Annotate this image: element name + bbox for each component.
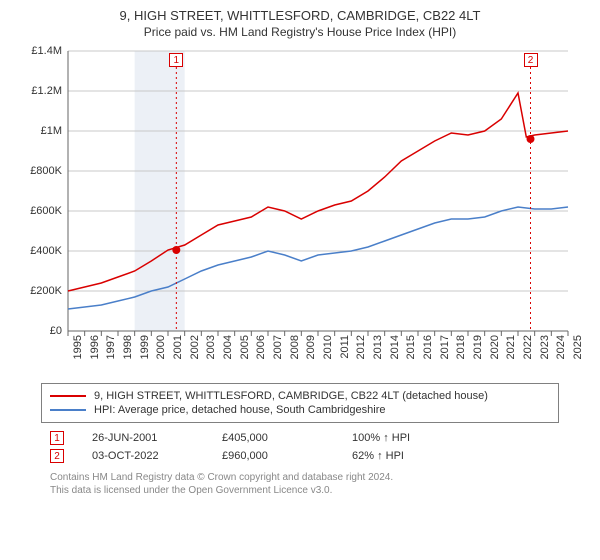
y-tick-label: £800K	[14, 165, 62, 177]
y-tick-label: £600K	[14, 205, 62, 217]
transactions-table: 1 26-JUN-2001£405,000100% ↑ HPI 2 03-OCT-20…	[50, 431, 550, 463]
x-tick-label: 2001	[172, 335, 184, 359]
x-tick-label: 1999	[139, 335, 151, 359]
chart-subtitle: Price paid vs. HM Land Registry's House …	[12, 25, 588, 39]
legend-box: 9, HIGH STREET, WHITTLESFORD, CAMBRIDGE,…	[41, 383, 559, 423]
chart-marker: 1	[169, 53, 183, 67]
legend-label: 9, HIGH STREET, WHITTLESFORD, CAMBRIDGE,…	[94, 390, 488, 402]
y-tick-label: £0	[14, 325, 62, 337]
transaction-row: 1 26-JUN-2001£405,000100% ↑ HPI	[50, 431, 550, 445]
x-tick-label: 2025	[572, 335, 584, 359]
transaction-pct: 62% ↑ HPI	[352, 450, 482, 462]
x-tick-label: 2023	[539, 335, 551, 359]
legend-row: HPI: Average price, detached house, Sout…	[50, 404, 550, 416]
legend-swatch	[50, 409, 86, 411]
x-tick-label: 1998	[122, 335, 134, 359]
license-line-1: Contains HM Land Registry data © Crown c…	[50, 471, 550, 484]
x-tick-label: 2018	[455, 335, 467, 359]
transaction-marker: 1	[50, 431, 64, 445]
transaction-date: 26-JUN-2001	[92, 432, 222, 444]
y-tick-label: £1M	[14, 125, 62, 137]
y-tick-label: £1.4M	[14, 45, 62, 57]
x-tick-label: 2020	[489, 335, 501, 359]
x-tick-label: 1995	[72, 335, 84, 359]
x-tick-label: 2005	[239, 335, 251, 359]
x-tick-label: 2022	[522, 335, 534, 359]
x-tick-label: 2003	[205, 335, 217, 359]
x-tick-label: 2015	[405, 335, 417, 359]
transaction-price: £405,000	[222, 432, 352, 444]
y-tick-label: £200K	[14, 285, 62, 297]
x-tick-label: 2000	[155, 335, 167, 359]
transaction-price: £960,000	[222, 450, 352, 462]
transaction-marker: 2	[50, 449, 64, 463]
x-tick-label: 2016	[422, 335, 434, 359]
x-tick-label: 2014	[389, 335, 401, 359]
x-tick-label: 2013	[372, 335, 384, 359]
x-tick-label: 2006	[255, 335, 267, 359]
x-tick-label: 2012	[355, 335, 367, 359]
y-tick-label: £400K	[14, 245, 62, 257]
x-tick-label: 2021	[505, 335, 517, 359]
y-tick-label: £1.2M	[14, 85, 62, 97]
transaction-date: 03-OCT-2022	[92, 450, 222, 462]
chart-title: 9, HIGH STREET, WHITTLESFORD, CAMBRIDGE,…	[12, 8, 588, 23]
x-tick-label: 1997	[105, 335, 117, 359]
x-tick-label: 2019	[472, 335, 484, 359]
transaction-row: 2 03-OCT-2022£960,00062% ↑ HPI	[50, 449, 550, 463]
x-tick-label: 2010	[322, 335, 334, 359]
x-tick-label: 2002	[189, 335, 201, 359]
x-tick-label: 2024	[555, 335, 567, 359]
x-tick-label: 2007	[272, 335, 284, 359]
x-tick-label: 2011	[339, 335, 351, 359]
transaction-pct: 100% ↑ HPI	[352, 432, 482, 444]
chart-area: £0£200K£400K£600K£800K£1M£1.2M£1.4M19951…	[20, 47, 580, 377]
chart-marker: 2	[524, 53, 538, 67]
license-text: Contains HM Land Registry data © Crown c…	[50, 471, 550, 497]
chart-svg	[20, 47, 580, 377]
x-tick-label: 2008	[289, 335, 301, 359]
x-tick-label: 2009	[305, 335, 317, 359]
legend-swatch	[50, 395, 86, 397]
legend-label: HPI: Average price, detached house, Sout…	[94, 404, 385, 416]
x-tick-label: 1996	[89, 335, 101, 359]
x-tick-label: 2017	[439, 335, 451, 359]
license-line-2: This data is licensed under the Open Gov…	[50, 484, 550, 497]
x-tick-label: 2004	[222, 335, 234, 359]
legend-row: 9, HIGH STREET, WHITTLESFORD, CAMBRIDGE,…	[50, 390, 550, 402]
